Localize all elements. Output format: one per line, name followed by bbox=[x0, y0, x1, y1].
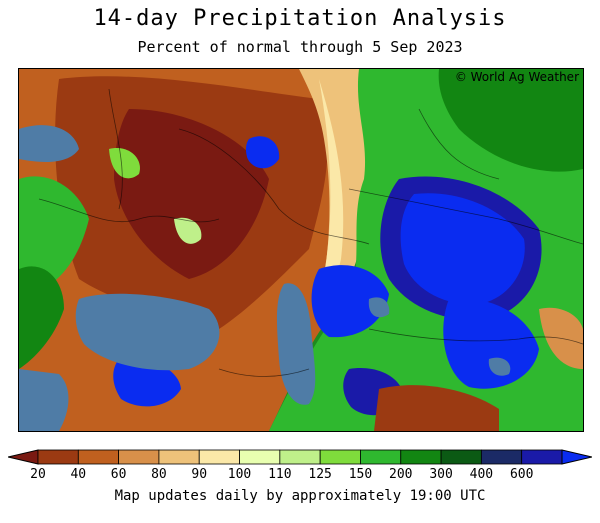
legend-tick-label: 200 bbox=[389, 467, 412, 482]
legend-bar: 20 40 60 80 90 100 110 125 150 200 300 400 600 bbox=[8, 449, 592, 482]
precipitation-map: © World Ag Weather bbox=[18, 68, 584, 432]
legend-swatch bbox=[37, 449, 79, 465]
color-legend: 20 40 60 80 90 100 110 125 150 200 300 400 600 bbox=[8, 446, 592, 486]
legend-tick-label: 90 bbox=[191, 467, 207, 482]
legend-tick-label: 600 bbox=[510, 467, 533, 482]
legend-swatch bbox=[521, 449, 563, 465]
legend-cap-high bbox=[561, 449, 592, 465]
legend-swatch bbox=[198, 449, 240, 465]
legend-swatch bbox=[400, 449, 442, 465]
legend-tick-label: 60 bbox=[111, 467, 127, 482]
legend-swatch bbox=[279, 449, 321, 465]
map-title: 14-day Precipitation Analysis bbox=[93, 6, 507, 31]
map-credit: © World Ag Weather bbox=[454, 70, 579, 84]
legend-tick-label: 300 bbox=[429, 467, 452, 482]
legend-swatch bbox=[319, 449, 361, 465]
legend-swatch bbox=[440, 449, 482, 465]
legend-tick-label: 400 bbox=[470, 467, 493, 482]
legend-swatch bbox=[77, 449, 120, 465]
map-canvas bbox=[19, 69, 583, 431]
legend-swatch bbox=[360, 449, 402, 465]
legend-tick-label: 110 bbox=[268, 467, 291, 482]
legend-tick-label: 150 bbox=[349, 467, 372, 482]
legend-tick-label: 80 bbox=[151, 467, 167, 482]
update-note: Map updates daily by approximately 19:00… bbox=[114, 488, 486, 504]
legend-swatch bbox=[480, 449, 523, 465]
legend-tick-label: 40 bbox=[70, 467, 86, 482]
legend-tick-label: 125 bbox=[308, 467, 331, 482]
legend-swatch bbox=[239, 449, 281, 465]
legend-cap-low bbox=[8, 449, 39, 465]
map-subtitle: Percent of normal through 5 Sep 2023 bbox=[137, 38, 463, 56]
legend-tick-label: 20 bbox=[30, 467, 46, 482]
legend-swatch bbox=[158, 449, 200, 465]
legend-tick-label: 100 bbox=[228, 467, 251, 482]
legend-swatch bbox=[118, 449, 160, 465]
